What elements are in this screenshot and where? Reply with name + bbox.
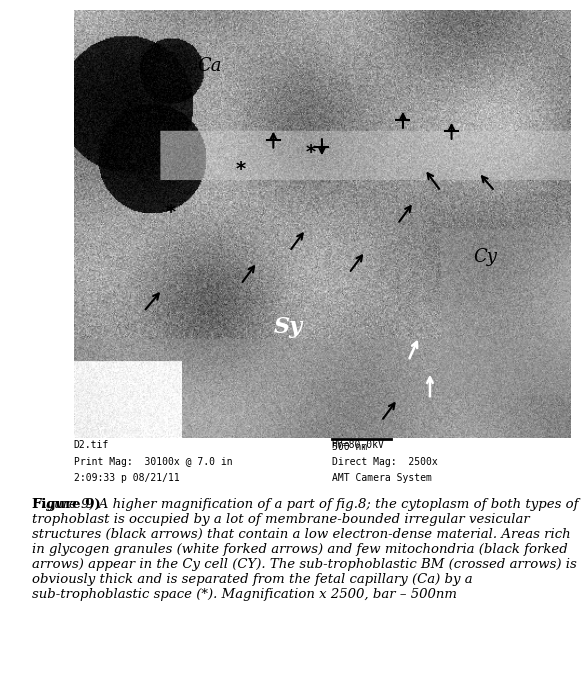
Text: HV=80.0kV: HV=80.0kV: [332, 440, 385, 450]
Text: Direct Mag:  2500x: Direct Mag: 2500x: [332, 457, 437, 466]
Text: *: *: [306, 143, 316, 162]
Text: *: *: [236, 160, 246, 178]
Text: *: *: [166, 203, 176, 223]
Text: Cy: Cy: [473, 248, 497, 266]
Text: Figure 9): Figure 9): [32, 498, 101, 511]
Text: Figure 9) A higher magnification of a part of fig.8; the cytoplasm of both types: Figure 9) A higher magnification of a pa…: [32, 498, 579, 601]
Text: D2.tif: D2.tif: [74, 440, 109, 450]
Text: 2:09:33 p 08/21/11: 2:09:33 p 08/21/11: [74, 473, 179, 483]
Text: Sy: Sy: [273, 316, 302, 338]
Text: Ca: Ca: [198, 56, 222, 74]
Text: 500 nm: 500 nm: [332, 442, 367, 452]
Text: Print Mag:  30100x @ 7.0 in: Print Mag: 30100x @ 7.0 in: [74, 457, 232, 466]
Text: AMT Camera System: AMT Camera System: [332, 473, 432, 483]
